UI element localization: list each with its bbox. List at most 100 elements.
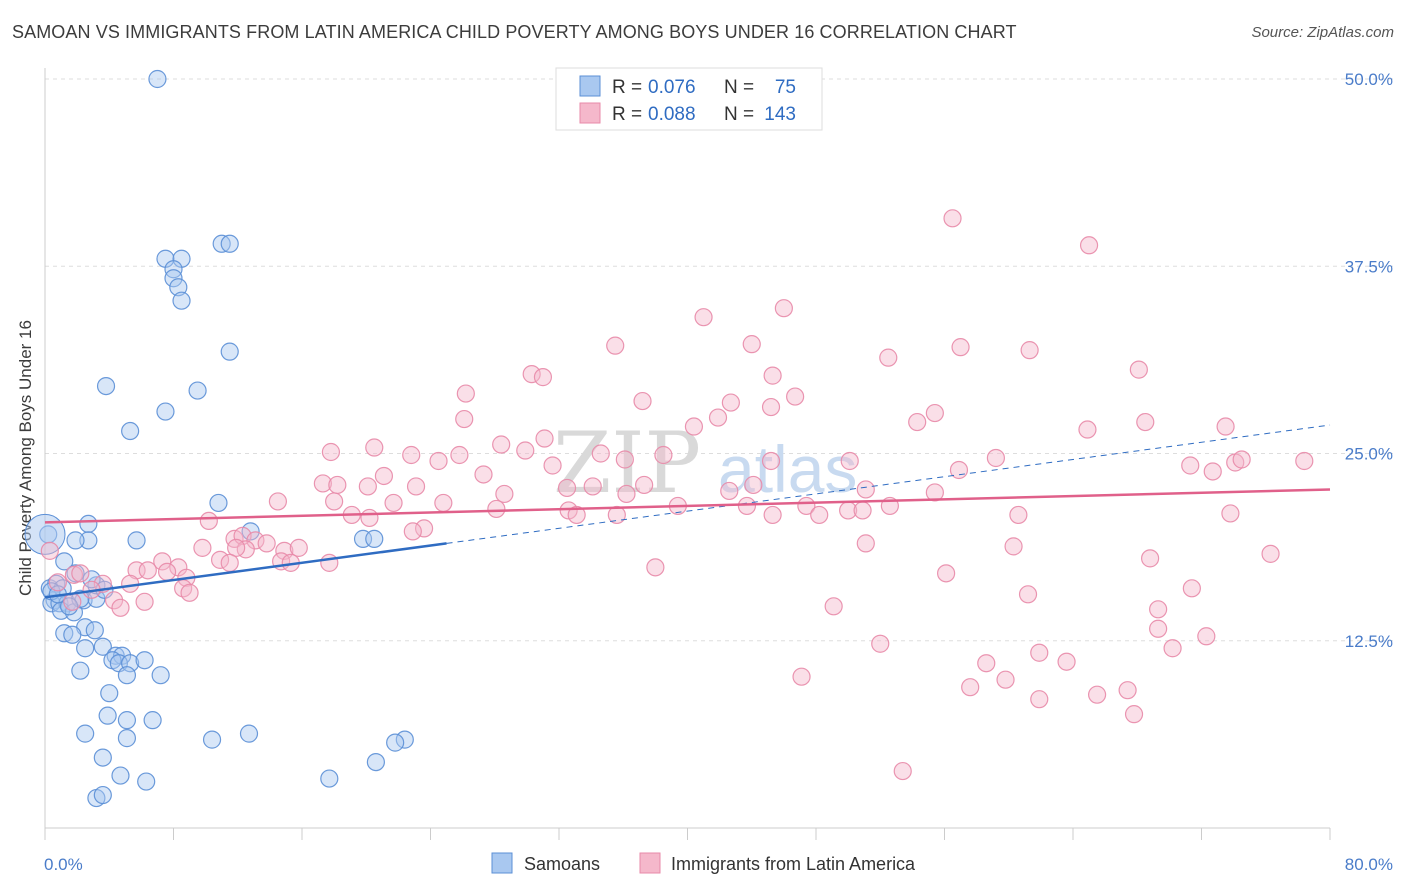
latin-america-point-141 bbox=[1126, 706, 1143, 723]
samoan-point-53 bbox=[204, 731, 221, 748]
samoan-point-36 bbox=[77, 640, 94, 657]
latin-america-point-125 bbox=[72, 565, 89, 582]
latin-america-point-134 bbox=[1058, 653, 1075, 670]
bottom-legend-label-latin-america: Immigrants from Latin America bbox=[671, 854, 916, 874]
latin-america-point-19 bbox=[710, 409, 727, 426]
latin-america-point-138 bbox=[1031, 691, 1048, 708]
latin-america-point-118 bbox=[136, 593, 153, 610]
latin-america-point-76 bbox=[764, 506, 781, 523]
latin-america-point-61 bbox=[496, 485, 513, 502]
latin-america-point-39 bbox=[841, 452, 858, 469]
legend-r-label-samoans: R = bbox=[612, 77, 642, 98]
latin-america-point-81 bbox=[361, 509, 378, 526]
latin-america-point-136 bbox=[962, 679, 979, 696]
latin-america-point-79 bbox=[1222, 505, 1239, 522]
samoan-point-12 bbox=[189, 382, 206, 399]
bottom-legend-swatch-latin-america bbox=[640, 853, 660, 873]
latin-america-point-6 bbox=[880, 349, 897, 366]
latin-america-point-17 bbox=[763, 399, 780, 416]
samoan-point-61 bbox=[367, 754, 384, 771]
latin-america-point-3 bbox=[695, 309, 712, 326]
latin-america-point-135 bbox=[793, 668, 810, 685]
latin-america-point-137 bbox=[997, 671, 1014, 688]
samoan-point-63 bbox=[94, 787, 111, 804]
latin-america-point-33 bbox=[430, 452, 447, 469]
latin-america-point-37 bbox=[544, 457, 561, 474]
samoan-point-54 bbox=[240, 725, 257, 742]
latin-america-point-31 bbox=[366, 439, 383, 456]
latin-america-point-139 bbox=[1089, 686, 1106, 703]
latin-america-point-29 bbox=[322, 444, 339, 461]
latin-america-point-50 bbox=[359, 478, 376, 495]
latin-america-point-126 bbox=[49, 574, 66, 591]
legend-swatch-samoans bbox=[580, 76, 600, 96]
latin-america-point-132 bbox=[1164, 640, 1181, 657]
watermark-atlas: atlas bbox=[718, 432, 857, 506]
latin-america-point-40 bbox=[987, 449, 1004, 466]
latin-america-point-102 bbox=[857, 535, 874, 552]
latin-america-point-45 bbox=[1204, 463, 1221, 480]
latin-america-point-0 bbox=[944, 210, 961, 227]
samoan-point-0 bbox=[149, 71, 166, 88]
latin-america-point-112 bbox=[139, 562, 156, 579]
samoan-point-19 bbox=[128, 532, 145, 549]
x-tick-label-max: 80.0% bbox=[1345, 855, 1393, 874]
latin-america-point-63 bbox=[326, 493, 343, 510]
latin-america-point-47 bbox=[475, 466, 492, 483]
samoan-point-46 bbox=[152, 667, 169, 684]
latin-america-point-90 bbox=[194, 539, 211, 556]
samoan-point-56 bbox=[387, 734, 404, 751]
latin-america-point-122 bbox=[1020, 586, 1037, 603]
latin-america-point-130 bbox=[872, 635, 889, 652]
latin-america-point-119 bbox=[181, 584, 198, 601]
samoan-point-10 bbox=[98, 378, 115, 395]
latin-america-point-48 bbox=[375, 467, 392, 484]
latin-america-point-107 bbox=[938, 565, 955, 582]
samoan-point-43 bbox=[136, 652, 153, 669]
latin-america-point-78 bbox=[1010, 506, 1027, 523]
correlation-legend: R = 0.076 N = 75 R = 0.088 N = 143 bbox=[556, 68, 822, 130]
latin-america-point-131 bbox=[1031, 644, 1048, 661]
x-tick-label-min: 0.0% bbox=[44, 855, 83, 874]
legend-r-label-latin-america: R = bbox=[612, 104, 642, 125]
latin-america-point-32 bbox=[403, 446, 420, 463]
legend-n-value-latin-america: 143 bbox=[764, 104, 796, 125]
samoan-point-45 bbox=[118, 667, 135, 684]
latin-america-point-127 bbox=[1150, 620, 1167, 637]
samoan-point-58 bbox=[112, 767, 129, 784]
latin-america-point-64 bbox=[385, 494, 402, 511]
latin-america-point-9 bbox=[1130, 361, 1147, 378]
latin-america-point-7 bbox=[952, 339, 969, 356]
samoan-point-60 bbox=[321, 770, 338, 787]
latin-america-point-93 bbox=[290, 539, 307, 556]
samoan-point-21 bbox=[366, 530, 383, 547]
latin-america-point-57 bbox=[857, 481, 874, 498]
latin-america-point-16 bbox=[722, 394, 739, 411]
samoan-point-44 bbox=[72, 662, 89, 679]
legend-r-value-latin-america: 0.088 bbox=[648, 104, 696, 125]
latin-america-point-34 bbox=[592, 445, 609, 462]
latin-america-point-142 bbox=[894, 763, 911, 780]
latin-america-point-106 bbox=[647, 559, 664, 576]
latin-america-point-111 bbox=[159, 563, 176, 580]
legend-swatch-latin-america bbox=[580, 103, 600, 123]
samoan-point-13 bbox=[122, 423, 139, 440]
latin-america-point-53 bbox=[559, 479, 576, 496]
legend-n-value-samoans: 75 bbox=[775, 77, 796, 98]
latin-america-point-28 bbox=[517, 442, 534, 459]
bottom-legend-swatch-samoans bbox=[492, 853, 512, 873]
samoan-point-11 bbox=[157, 403, 174, 420]
latin-america-point-60 bbox=[721, 482, 738, 499]
latin-america-point-101 bbox=[321, 554, 338, 571]
latin-america-point-72 bbox=[488, 500, 505, 517]
latin-america-point-44 bbox=[1296, 452, 1313, 469]
latin-america-point-140 bbox=[1119, 682, 1136, 699]
legend-n-label-latin-america: N = bbox=[724, 104, 754, 125]
samoan-point-52 bbox=[118, 730, 135, 747]
samoan-point-50 bbox=[144, 712, 161, 729]
y-tick-label-2: 37.5% bbox=[1345, 257, 1393, 276]
latin-america-point-21 bbox=[909, 414, 926, 431]
latin-america-point-67 bbox=[738, 497, 755, 514]
latin-america-point-43 bbox=[1233, 451, 1250, 468]
latin-america-point-4 bbox=[607, 337, 624, 354]
